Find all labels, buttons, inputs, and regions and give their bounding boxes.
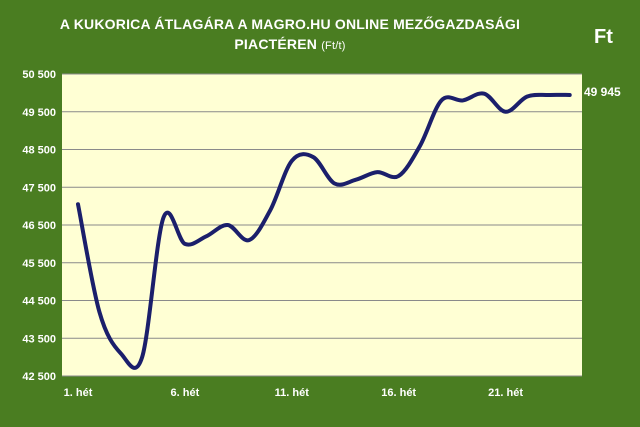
y-tick-label: 46 500 [22, 220, 56, 232]
x-tick-label: 11. hét [275, 387, 310, 399]
x-tick-label: 16. hét [381, 387, 416, 399]
series-line [76, 91, 572, 370]
y-tick-label: 42 500 [22, 371, 56, 383]
y-tick-label: 49 500 [22, 107, 56, 119]
x-tick-label: 6. hét [171, 387, 200, 399]
y-tick-label: 48 500 [22, 145, 56, 157]
grid-lines [62, 73, 582, 377]
chart-title-line2: PIACTÉREN (Ft/t) [40, 34, 540, 56]
y-axis-ticks: 42 500 43 500 44 500 45 500 46 500 47 500 48 5… [22, 69, 56, 383]
chart-title: A KUKORICA ÁTLAGÁRA A MAGRO.HU ONLINE ME… [40, 14, 540, 56]
x-tick-label: 1. hét [64, 387, 93, 399]
x-axis-ticks: 1. hét 6. hét 11. hét 16. hét 21. hét [64, 387, 524, 399]
chart-title-main-word: PIACTÉREN [234, 36, 318, 52]
chart-title-line1: A KUKORICA ÁTLAGÁRA A MAGRO.HU ONLINE ME… [59, 16, 521, 32]
x-tick-label: 21. hét [488, 387, 523, 399]
y-tick-label: 45 500 [22, 258, 56, 270]
y-tick-label: 47 500 [22, 182, 56, 194]
currency-label: Ft [594, 26, 613, 48]
y-tick-label: 50 500 [22, 69, 56, 81]
chart-title-unit: (Ft/t) [321, 40, 346, 52]
y-tick-label: 44 500 [22, 296, 56, 308]
y-tick-label: 43 500 [22, 333, 56, 345]
last-value-label: 49 945 [584, 85, 621, 99]
